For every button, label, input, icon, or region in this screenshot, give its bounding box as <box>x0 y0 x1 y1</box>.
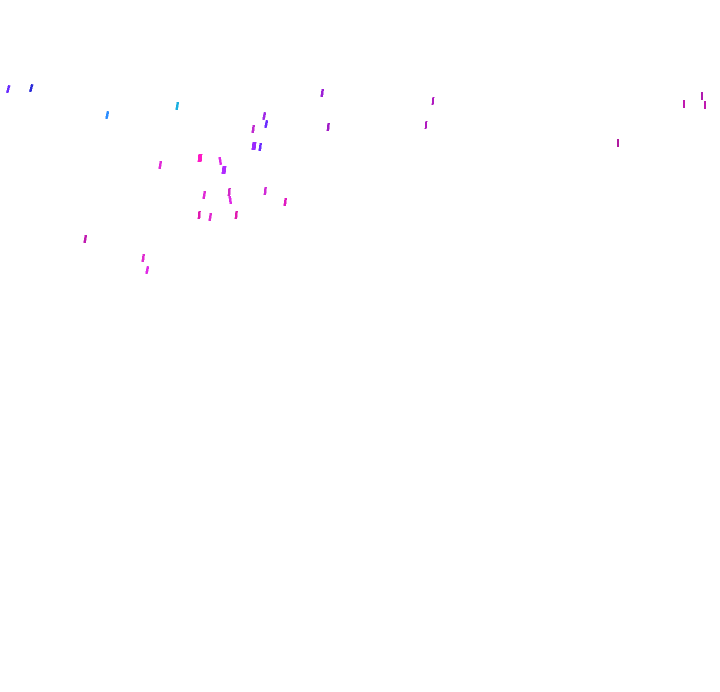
confetti-piece <box>263 186 267 196</box>
confetti-piece <box>283 197 288 207</box>
confetti-piece <box>221 165 227 175</box>
confetti-piece <box>141 253 146 263</box>
confetti-piece <box>704 101 706 109</box>
confetti-piece <box>701 92 703 100</box>
confetti-piece <box>208 212 213 222</box>
confetti-piece <box>218 156 223 166</box>
confetti-piece <box>251 124 256 134</box>
confetti-piece <box>158 160 163 170</box>
confetti-piece <box>258 142 263 152</box>
confetti-piece <box>326 122 330 132</box>
confetti-piece <box>202 190 207 200</box>
confetti-piece <box>234 210 238 220</box>
confetti-piece <box>197 210 201 220</box>
confetti-piece <box>424 120 428 130</box>
confetti-piece <box>5 84 11 94</box>
confetti <box>5 83 706 275</box>
confetti-piece <box>227 187 231 197</box>
confetti-piece <box>320 88 325 98</box>
confetti-piece <box>28 83 34 93</box>
confetti-piece <box>105 110 110 120</box>
confetti-piece <box>175 101 180 111</box>
confetti-piece <box>83 234 88 244</box>
confetti-piece <box>262 111 267 121</box>
confetti-piece <box>145 265 150 275</box>
confetti-piece <box>617 139 619 147</box>
confetti-piece <box>431 96 435 106</box>
confetti-piece <box>264 119 269 129</box>
confetti-piece <box>228 195 233 205</box>
confetti-piece <box>683 100 685 108</box>
confetti-piece <box>251 141 257 151</box>
confetti-piece <box>197 153 203 163</box>
